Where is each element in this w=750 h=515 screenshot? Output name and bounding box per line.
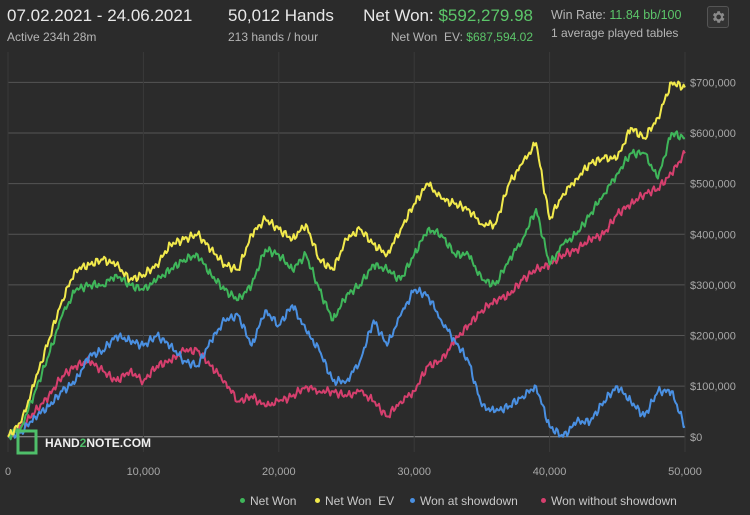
y-axis: $0 $100,000 $200,000 $300,000 $400,000 $500,0…	[690, 77, 736, 443]
y-tick-label: $500,000	[690, 179, 736, 191]
tables-played: 1 average played tables	[551, 26, 679, 40]
y-tick-label: $100,000	[690, 381, 736, 393]
chart-series	[7, 80, 686, 441]
y-tick-label: $400,000	[690, 229, 736, 241]
win-rate-value: 11.84 bb/100	[609, 8, 682, 22]
hands-block: 50,012 Hands 213 hands / hour	[228, 5, 334, 45]
legend-item-won-at-showdown[interactable]: Won at showdown	[410, 494, 518, 508]
legend-item-net-won[interactable]: Net Won	[240, 494, 296, 508]
legend-label: Won at showdown	[420, 494, 518, 508]
y-tick-label: $200,000	[690, 331, 736, 343]
net-won-block: Net Won: $592,279.98 Net Won EV: $687,59…	[363, 5, 533, 45]
date-range-block: 07.02.2021 - 24.06.2021 Active 234h 28m	[7, 5, 192, 45]
net-won-ev-value: $687,594.02	[466, 30, 533, 44]
net-won-label: Net Won:	[363, 6, 434, 25]
watermark: HAND2NOTE.COM	[16, 429, 151, 455]
hands-count: 50,012 Hands	[228, 6, 334, 25]
watermark-prefix: HAND	[45, 436, 80, 450]
active-time: Active 234h 28m	[7, 30, 97, 44]
legend-item-won-without-showdown[interactable]: Won without showdown	[541, 494, 677, 508]
stats-header: 07.02.2021 - 24.06.2021 Active 234h 28m …	[0, 0, 750, 50]
x-tick-label: 0	[5, 466, 11, 478]
watermark-logo-icon	[16, 429, 38, 455]
y-tick-label: $300,000	[690, 280, 736, 292]
y-tick-label: $600,000	[690, 128, 736, 140]
series-line-won-without-showdown	[7, 150, 686, 439]
legend-dot-icon	[410, 498, 415, 504]
date-range: 07.02.2021 - 24.06.2021	[7, 6, 193, 25]
chart-legend: Net Won Net Won EV Won at showdown Won w…	[0, 494, 750, 510]
legend-dot-icon	[315, 498, 320, 504]
x-tick-label: 40,000	[533, 466, 567, 478]
x-tick-label: 10,000	[127, 466, 161, 478]
legend-label: Net Won	[250, 494, 297, 508]
net-won-ev-label: Net Won EV:	[390, 30, 463, 44]
legend-dot-icon	[240, 498, 245, 504]
svg-text:HAND2NOTE.COM: HAND2NOTE.COM	[45, 436, 151, 450]
y-tick-label: $700,000	[690, 77, 736, 89]
watermark-mid: 2	[80, 436, 87, 450]
series-line-net-won-ev	[7, 80, 686, 438]
x-tick-label: 20,000	[262, 466, 296, 478]
y-tick-label: $0	[690, 432, 702, 444]
legend-dot-icon	[541, 498, 546, 504]
legend-item-net-won-ev[interactable]: Net Won EV	[315, 494, 394, 508]
x-tick-label: 30,000	[397, 466, 431, 478]
settings-button[interactable]	[707, 6, 729, 28]
net-won-value: $592,279.98	[438, 6, 533, 25]
legend-label: Net Won EV	[325, 494, 395, 508]
legend-label: Won without showdown	[551, 494, 677, 508]
watermark-suffix: NOTE.COM	[86, 436, 151, 450]
series-line-won-at-showdown	[7, 286, 686, 439]
x-tick-label: 50,000	[668, 466, 702, 478]
series-line-net-won	[7, 130, 686, 441]
x-axis: 0 10,000 20,000 30,000 40,000 50,000	[5, 466, 702, 478]
chart-grid	[7, 52, 686, 452]
hands-rate: 213 hands / hour	[228, 30, 319, 44]
gear-icon	[712, 11, 725, 23]
win-rate-label: Win Rate:	[551, 8, 606, 22]
win-rate-block: Win Rate: 11.84 bb/100 1 average played …	[551, 7, 681, 41]
